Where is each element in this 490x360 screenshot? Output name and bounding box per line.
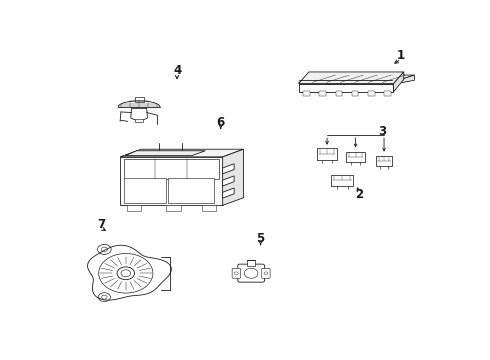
Bar bbox=[168, 178, 214, 203]
Bar bbox=[124, 159, 219, 179]
Polygon shape bbox=[222, 176, 234, 186]
Text: 5: 5 bbox=[256, 232, 265, 245]
Text: 6: 6 bbox=[217, 116, 225, 129]
Bar bbox=[352, 91, 358, 96]
Text: 3: 3 bbox=[378, 125, 386, 138]
Polygon shape bbox=[222, 188, 234, 198]
Circle shape bbox=[101, 295, 107, 299]
Polygon shape bbox=[393, 72, 404, 92]
Circle shape bbox=[117, 267, 135, 280]
Polygon shape bbox=[298, 82, 392, 85]
Text: 1: 1 bbox=[397, 49, 405, 62]
Bar bbox=[124, 178, 166, 203]
Circle shape bbox=[234, 272, 238, 275]
Bar bbox=[247, 260, 255, 266]
Bar bbox=[368, 91, 374, 96]
Polygon shape bbox=[120, 157, 222, 205]
FancyBboxPatch shape bbox=[232, 268, 241, 278]
Bar bbox=[303, 91, 310, 96]
Bar bbox=[127, 205, 142, 211]
Circle shape bbox=[245, 268, 258, 278]
Bar bbox=[135, 97, 144, 102]
Bar bbox=[202, 205, 216, 211]
Bar bbox=[319, 91, 326, 96]
Polygon shape bbox=[131, 108, 147, 120]
Circle shape bbox=[98, 244, 111, 255]
Circle shape bbox=[121, 270, 131, 277]
Polygon shape bbox=[298, 72, 404, 84]
Circle shape bbox=[101, 247, 107, 252]
Bar bbox=[336, 91, 342, 96]
Bar bbox=[317, 148, 337, 160]
Bar bbox=[346, 152, 365, 162]
Bar bbox=[135, 119, 143, 122]
FancyBboxPatch shape bbox=[238, 264, 265, 282]
Polygon shape bbox=[222, 149, 244, 205]
Text: 4: 4 bbox=[173, 64, 181, 77]
Text: 7: 7 bbox=[97, 218, 105, 231]
FancyBboxPatch shape bbox=[262, 268, 270, 278]
Circle shape bbox=[98, 293, 110, 302]
Circle shape bbox=[264, 272, 268, 275]
Text: 2: 2 bbox=[355, 188, 364, 201]
Polygon shape bbox=[392, 75, 415, 85]
Circle shape bbox=[98, 253, 153, 293]
Bar bbox=[384, 91, 391, 96]
Bar bbox=[376, 156, 392, 166]
Polygon shape bbox=[222, 164, 234, 174]
Polygon shape bbox=[125, 151, 205, 156]
Polygon shape bbox=[298, 75, 415, 82]
Bar bbox=[331, 175, 353, 186]
Polygon shape bbox=[120, 149, 244, 157]
Bar bbox=[166, 205, 181, 211]
Polygon shape bbox=[298, 84, 393, 92]
